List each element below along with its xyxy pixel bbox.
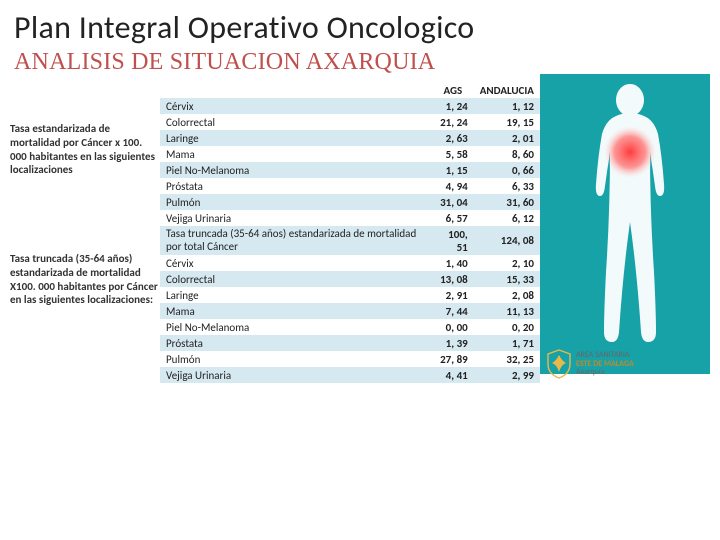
cell-andalucia: 32, 25 — [474, 351, 540, 367]
cell-andalucia: 2, 10 — [474, 255, 540, 271]
cell-ags: 100, 51 — [432, 226, 474, 255]
cell-ags: 4, 41 — [432, 367, 474, 383]
table-row: Vejiga Urinaria4, 412, 99 — [160, 367, 540, 383]
cell-andalucia: 19, 15 — [474, 114, 540, 130]
table-row: Cérvix1, 241, 12 — [160, 98, 540, 114]
table-row: Piel No-Melanoma0, 000, 20 — [160, 319, 540, 335]
cell-andalucia: 1, 71 — [474, 335, 540, 351]
col-ags: AGS — [432, 82, 474, 98]
cell-label: Piel No-Melanoma — [160, 162, 432, 178]
content-area: Tasa estandarizada de mortalidad por Cán… — [0, 82, 720, 383]
cell-label: Cérvix — [160, 98, 432, 114]
cell-ags: 21, 24 — [432, 114, 474, 130]
cell-ags: 1, 24 — [432, 98, 474, 114]
cell-label: Vejiga Urinaria — [160, 210, 432, 226]
table-row: Mama7, 4411, 13 — [160, 303, 540, 319]
cell-andalucia: 2, 08 — [474, 287, 540, 303]
cell-label: Colorrectal — [160, 271, 432, 287]
cell-ags: 4, 94 — [432, 178, 474, 194]
cell-andalucia: 6, 33 — [474, 178, 540, 194]
cell-label: Próstata — [160, 335, 432, 351]
cell-label: Tasa truncada (35-64 años) estandarizada… — [160, 226, 432, 255]
cell-ags: 0, 00 — [432, 319, 474, 335]
cell-label: Pulmón — [160, 194, 432, 210]
cell-label: Laringe — [160, 130, 432, 146]
cell-label: Mama — [160, 303, 432, 319]
table-row: Próstata1, 391, 71 — [160, 335, 540, 351]
cell-andalucia: 6, 12 — [474, 210, 540, 226]
cell-ags: 2, 63 — [432, 130, 474, 146]
cell-andalucia: 1, 12 — [474, 98, 540, 114]
cell-andalucia: 11, 13 — [474, 303, 540, 319]
row-labels: Tasa estandarizada de mortalidad por Cán… — [10, 82, 160, 383]
cell-label: Mama — [160, 146, 432, 162]
table-row: Laringe2, 912, 08 — [160, 287, 540, 303]
cell-ags: 13, 08 — [432, 271, 474, 287]
cell-ags: 1, 39 — [432, 335, 474, 351]
cell-ags: 1, 40 — [432, 255, 474, 271]
cell-andalucia: 15, 33 — [474, 271, 540, 287]
human-body-icon — [570, 76, 690, 376]
cell-andalucia: 31, 60 — [474, 194, 540, 210]
cell-andalucia: 124, 08 — [474, 226, 540, 255]
table-row: Laringe2, 632, 01 — [160, 130, 540, 146]
cell-label: Vejiga Urinaria — [160, 367, 432, 383]
table-row: Tasa truncada (35-64 años) estandarizada… — [160, 226, 540, 255]
cell-ags: 27, 89 — [432, 351, 474, 367]
data-table: AGS ANDALUCIA Cérvix1, 241, 12Colorrecta… — [160, 82, 540, 383]
page-title: Plan Integral Operativo Oncologico — [0, 0, 720, 47]
cell-ags: 7, 44 — [432, 303, 474, 319]
cell-andalucia: 0, 66 — [474, 162, 540, 178]
row-label-1: Tasa estandarizada de mortalidad por Cán… — [10, 122, 160, 177]
table-row: Pulmón31, 0431, 60 — [160, 194, 540, 210]
table-row: Piel No-Melanoma1, 150, 66 — [160, 162, 540, 178]
cell-ags: 5, 58 — [432, 146, 474, 162]
cell-ags: 2, 91 — [432, 287, 474, 303]
table-row: Vejiga Urinaria6, 576, 12 — [160, 210, 540, 226]
table-row: Próstata4, 946, 33 — [160, 178, 540, 194]
table-row: Colorrectal21, 2419, 15 — [160, 114, 540, 130]
aside-panel: AREA SANITARIA ESTE DE MALAGA Axarquía — [540, 82, 710, 383]
cell-andalucia: 0, 20 — [474, 319, 540, 335]
col-andalucia: ANDALUCIA — [474, 82, 540, 98]
row-label-2: Tasa truncada (35-64 años) estandarizada… — [10, 252, 160, 307]
shield-icon — [546, 349, 572, 379]
table-wrap: Tasa estandarizada de mortalidad por Cán… — [10, 82, 540, 383]
col-empty — [160, 82, 432, 98]
cell-label: Colorrectal — [160, 114, 432, 130]
table-row: Colorrectal13, 0815, 33 — [160, 271, 540, 287]
cell-label: Próstata — [160, 178, 432, 194]
cell-label: Pulmón — [160, 351, 432, 367]
table-row: Mama5, 588, 60 — [160, 146, 540, 162]
cell-label: Cérvix — [160, 255, 432, 271]
cell-label: Laringe — [160, 287, 432, 303]
cell-andalucia: 8, 60 — [474, 146, 540, 162]
table-row: Pulmón27, 8932, 25 — [160, 351, 540, 367]
cell-andalucia: 2, 01 — [474, 130, 540, 146]
cell-ags: 31, 04 — [432, 194, 474, 210]
cell-label: Piel No-Melanoma — [160, 319, 432, 335]
cell-ags: 6, 57 — [432, 210, 474, 226]
cell-andalucia: 2, 99 — [474, 367, 540, 383]
table-row: Cérvix1, 402, 10 — [160, 255, 540, 271]
cell-ags: 1, 15 — [432, 162, 474, 178]
